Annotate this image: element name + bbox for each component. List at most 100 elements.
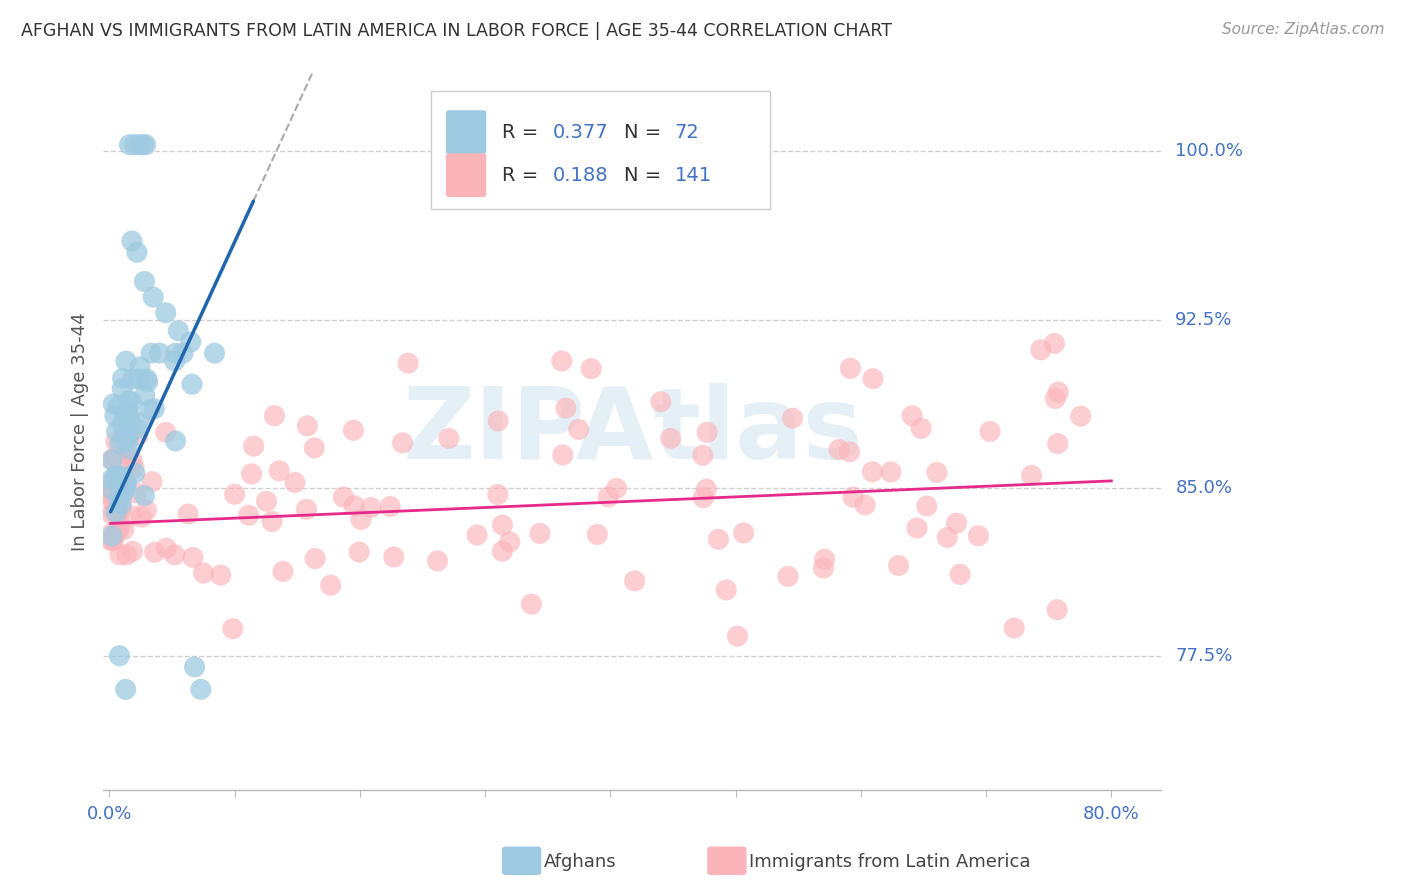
Point (813, 561, 835, 575)
Point (776, 569, 799, 583)
Point (659, 431, 682, 445)
Point (122, 460, 145, 475)
Point (391, 435, 413, 450)
Point (880, 465, 903, 479)
Point (101, 494, 124, 508)
Point (491, 544, 513, 558)
Point (901, 409, 924, 423)
Point (696, 425, 718, 440)
Point (304, 551, 326, 566)
Point (117, 434, 139, 448)
Point (125, 486, 148, 500)
Point (103, 397, 125, 411)
Text: 0.377: 0.377 (553, 123, 609, 142)
Point (165, 434, 187, 448)
Point (118, 442, 141, 457)
Point (107, 399, 129, 413)
Text: N =: N = (624, 166, 668, 185)
Point (127, 428, 149, 442)
Point (101, 529, 124, 543)
Point (101, 472, 124, 486)
Point (860, 465, 883, 479)
Text: Immigrants from Latin America: Immigrants from Latin America (749, 853, 1031, 871)
Point (107, 524, 129, 539)
Point (135, 503, 157, 517)
Point (555, 401, 578, 416)
Point (101, 508, 124, 522)
Point (103, 505, 125, 519)
Text: 100.0%: 100.0% (1175, 143, 1243, 161)
Point (1045, 392, 1067, 406)
Text: Source: ZipAtlas.com: Source: ZipAtlas.com (1222, 22, 1385, 37)
Point (1002, 621, 1025, 635)
Point (115, 405, 138, 419)
Point (138, 402, 160, 417)
Point (692, 491, 714, 505)
Point (101, 483, 124, 498)
Point (112, 433, 135, 447)
Point (120, 508, 142, 523)
Point (131, 510, 153, 524)
Point (269, 464, 291, 478)
Point (295, 502, 318, 516)
Point (520, 597, 543, 611)
Point (139, 346, 162, 360)
Point (1046, 603, 1069, 617)
Point (167, 324, 190, 338)
Point (1043, 336, 1066, 351)
Point (172, 346, 194, 360)
Point (105, 425, 128, 439)
Point (128, 359, 150, 374)
Point (108, 648, 131, 663)
Point (1047, 385, 1070, 400)
Point (209, 568, 232, 582)
Point (499, 534, 522, 549)
Text: R =: R = (502, 123, 544, 142)
Text: 85.0%: 85.0% (1175, 479, 1233, 497)
Point (110, 475, 132, 489)
Point (114, 475, 136, 490)
Point (115, 445, 138, 459)
Point (114, 427, 136, 442)
Point (529, 526, 551, 541)
Point (134, 489, 156, 503)
Point (134, 388, 156, 402)
Point (105, 488, 128, 502)
Point (284, 475, 307, 490)
Point (101, 483, 124, 498)
Point (136, 375, 159, 389)
Point (115, 478, 138, 492)
Point (112, 484, 135, 499)
Point (115, 413, 138, 427)
Point (117, 430, 139, 444)
Point (111, 470, 134, 484)
Point (465, 528, 488, 542)
Point (110, 484, 132, 499)
Point (222, 622, 245, 636)
Point (143, 401, 166, 416)
Point (437, 432, 460, 446)
Text: ZIPAtlas: ZIPAtlas (402, 383, 862, 480)
Point (101, 490, 124, 504)
Point (360, 500, 382, 515)
Point (155, 541, 177, 555)
Point (107, 492, 129, 507)
Text: R =: R = (502, 166, 544, 185)
Point (111, 470, 134, 484)
Point (332, 490, 354, 504)
Point (967, 529, 990, 543)
Point (108, 436, 131, 450)
Point (101, 453, 124, 467)
Point (568, 422, 591, 436)
Point (112, 523, 135, 537)
Point (190, 682, 212, 697)
Point (143, 545, 166, 559)
Point (121, 454, 143, 468)
Point (110, 497, 132, 511)
Point (108, 490, 131, 504)
Point (949, 567, 972, 582)
Point (155, 425, 177, 440)
Point (979, 425, 1001, 439)
Text: 77.5%: 77.5% (1175, 647, 1233, 665)
Point (101, 483, 124, 497)
